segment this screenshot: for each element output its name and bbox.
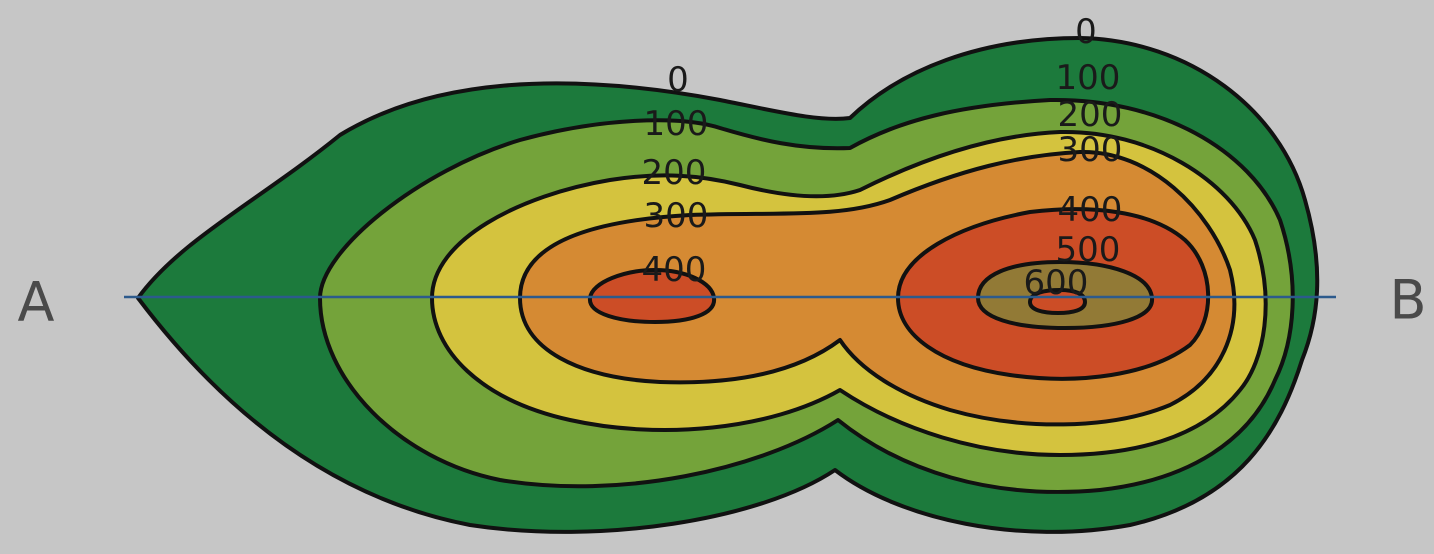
contour-labels: 0 100 200 300 400 0 100 200 300 400 500 … (642, 12, 1123, 303)
contour-label-300-right: 300 (1058, 130, 1123, 170)
contour-label-400-left: 400 (642, 250, 707, 290)
contour-label-200-left: 200 (642, 153, 707, 193)
contour-label-0-left: 0 (667, 60, 689, 100)
contour-label-400-right: 400 (1058, 190, 1123, 230)
contour-label-100-left: 100 (644, 104, 709, 144)
contour-label-200-right: 200 (1058, 95, 1123, 135)
point-a-label: A (18, 271, 55, 334)
contour-label-0-right: 0 (1075, 12, 1097, 52)
point-b-label: B (1389, 269, 1426, 332)
contour-label-100-right: 100 (1056, 58, 1121, 98)
contour-label-600-right: 600 (1024, 263, 1089, 303)
contour-label-300-left: 300 (644, 196, 709, 236)
contour-label-500-right: 500 (1056, 230, 1121, 270)
